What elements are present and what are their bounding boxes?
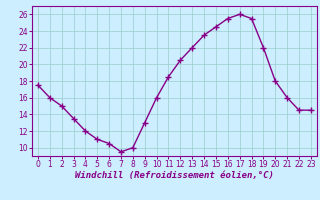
X-axis label: Windchill (Refroidissement éolien,°C): Windchill (Refroidissement éolien,°C) bbox=[75, 171, 274, 180]
